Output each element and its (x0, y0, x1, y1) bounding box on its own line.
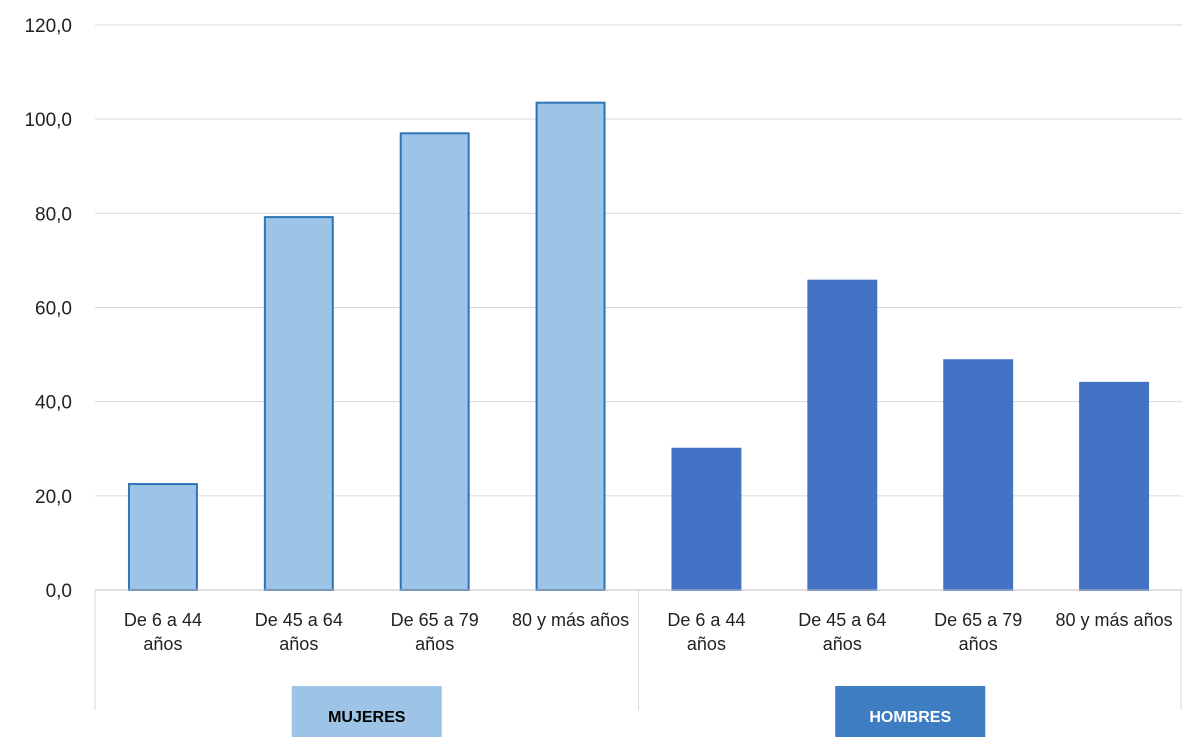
bar (263, 216, 334, 591)
x-tick-label: De 6 a 44 años (667, 610, 745, 654)
group-label: HOMBRES (869, 709, 951, 726)
y-tick-label: 0,0 (46, 581, 72, 602)
x-tick-label: De 6 a 44 años (124, 610, 202, 654)
x-tick-label: 80 y más años (512, 610, 629, 630)
bar (671, 447, 742, 591)
gridlines (95, 24, 1182, 497)
y-tick-label: 80,0 (35, 204, 72, 225)
group-label-box (835, 686, 986, 737)
x-tick-label: De 65 a 79 años (391, 610, 479, 654)
x-tick-label: De 65 a 79 años (934, 610, 1022, 654)
bar (943, 359, 1014, 591)
bar (399, 132, 470, 592)
y-tick-label: 20,0 (35, 487, 72, 508)
y-tick-label: 120,0 (24, 16, 72, 37)
y-tick-label: 40,0 (35, 393, 72, 414)
bars (127, 101, 1150, 592)
x-tick-label: 80 y más años (1056, 610, 1173, 630)
group-label-box (291, 686, 442, 737)
x-tick-label: De 45 a 64 años (255, 610, 343, 654)
y-axis: 0,0 20,0 40,0 60,0 80,0 100,0 120,0 (24, 16, 72, 602)
group-label: MUJERES (328, 709, 406, 726)
x-tick-label: De 45 a 64 años (798, 610, 886, 654)
bar (127, 483, 198, 591)
bar (807, 279, 878, 591)
bar (1079, 381, 1150, 592)
y-tick-label: 60,0 (35, 299, 72, 320)
bar (535, 101, 606, 591)
x-axis: De 6 a 44 años De 45 a 64 años De 65 a 79 año… (94, 589, 1182, 737)
y-tick-label: 100,0 (24, 110, 72, 131)
